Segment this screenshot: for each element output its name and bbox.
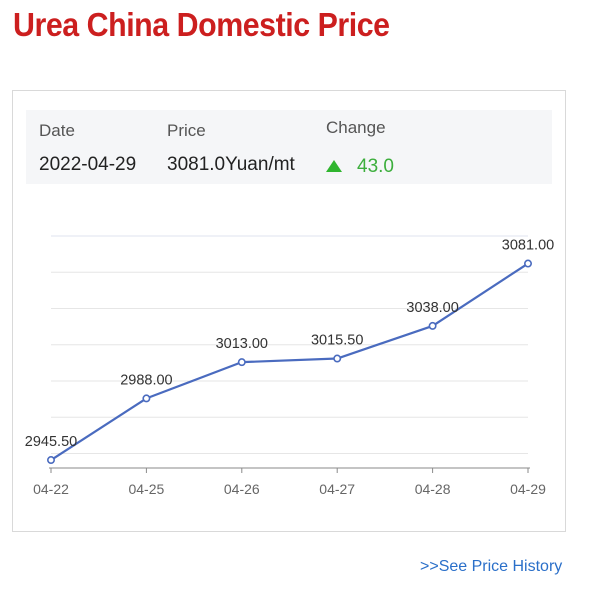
data-point [142,394,151,403]
data-label: 3038.00 [406,300,458,316]
data-label: 3081.00 [502,238,554,254]
triangle-up-icon [326,160,342,172]
x-tick-label: 04-25 [128,481,164,497]
see-price-history-link[interactable]: >>See Price History [420,558,563,575]
x-tick-label: 04-22 [33,481,69,497]
x-tick-label: 04-28 [415,481,451,497]
x-tick-label: 04-29 [510,481,546,497]
price-label: Price [167,121,206,140]
data-label: 2945.50 [25,434,77,450]
date-value: 2022-04-29 [39,154,137,175]
data-point [428,321,437,330]
change-value: 43.0 [357,156,394,177]
x-tick-label: 04-27 [319,481,355,497]
data-label: 3013.00 [216,336,268,352]
price-value: 3081.0Yuan/mt [167,154,295,175]
data-label: 2988.00 [120,372,172,388]
data-point [523,259,532,268]
data-point [46,456,55,465]
series-line [50,262,529,461]
change-label: Change [326,118,386,137]
data-label: 3015.50 [311,333,363,349]
data-point [237,358,246,367]
data-point [333,354,342,363]
date-label: Date [39,121,75,140]
x-tick-label: 04-26 [224,481,260,497]
price-summary: Date Price Change 2022-04-29 3081.0Yuan/… [26,110,552,184]
page-title: Urea China Domestic Price [13,6,390,43]
